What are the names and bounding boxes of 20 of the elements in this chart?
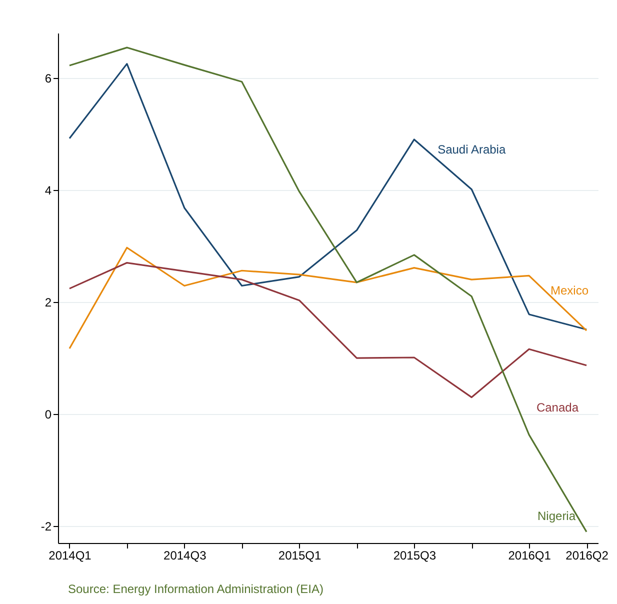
x-tick-label: 2014Q3	[164, 548, 207, 562]
series-label: Saudi Arabia	[438, 142, 506, 156]
series-label: Nigeria	[538, 508, 576, 523]
line-series	[68, 262, 588, 398]
line-series	[68, 246, 588, 350]
line-series	[68, 63, 588, 330]
y-tick-label: -2	[40, 520, 52, 534]
x-tick-label: 2015Q1	[278, 548, 322, 562]
x-tick-label: 2014Q1	[48, 548, 92, 562]
source-note: Source: Energy Information Administration (EIA)	[68, 582, 324, 596]
y-tick-label: 6	[44, 71, 52, 86]
text: Canada	[536, 400, 579, 414]
y-tick-label: 4	[44, 183, 52, 198]
x-tick-label: 2016Q2	[566, 548, 609, 562]
x-tick-label: 2015Q3	[393, 548, 436, 562]
series-label: Mexico	[550, 284, 589, 298]
y-tick-label: 0	[44, 408, 52, 422]
x-tick-label: 2016Q1	[508, 548, 552, 562]
line-series	[68, 46, 588, 533]
y-tick-label: 2	[44, 296, 52, 310]
